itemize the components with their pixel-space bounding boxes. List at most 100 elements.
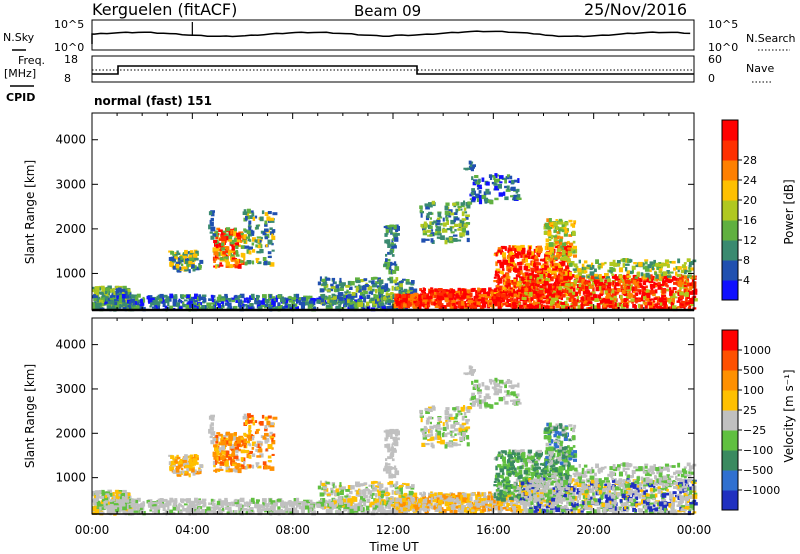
power-cell xyxy=(400,290,404,295)
power-cell xyxy=(386,300,390,303)
velocity-cell xyxy=(189,455,192,461)
power-cell xyxy=(264,223,268,227)
power-cell xyxy=(134,297,139,301)
power-cell xyxy=(230,249,236,254)
velocity-cell xyxy=(179,510,183,514)
velocity-cell xyxy=(186,467,190,472)
power-cell xyxy=(572,300,576,304)
power-cell xyxy=(650,274,653,280)
power-cell xyxy=(477,184,482,187)
power-cell xyxy=(547,239,552,242)
velocity-cell xyxy=(277,506,281,511)
power-cell xyxy=(644,304,648,309)
velocity-cell xyxy=(104,500,108,504)
power-cell xyxy=(151,297,155,301)
power-cell xyxy=(212,247,217,252)
power-cell xyxy=(261,210,265,215)
velocity-cell xyxy=(176,472,182,477)
power-cell xyxy=(598,274,602,278)
power-cell xyxy=(236,232,241,237)
power-cell xyxy=(556,300,562,306)
power-cell xyxy=(628,300,632,303)
velocity-cell xyxy=(199,500,204,505)
power-cell xyxy=(453,219,456,223)
velocity-cell xyxy=(106,507,111,511)
power-cell xyxy=(508,245,511,249)
power-cell xyxy=(475,298,478,302)
power-cell xyxy=(219,257,224,261)
power-cell xyxy=(620,284,623,289)
power-cell xyxy=(662,280,666,284)
power-cell xyxy=(539,259,543,262)
power-cell xyxy=(511,254,517,258)
power-cell xyxy=(118,285,123,289)
power-cell xyxy=(248,297,251,300)
power-cell xyxy=(554,245,560,248)
power-cell xyxy=(587,275,590,278)
power-cell xyxy=(495,252,498,257)
velocity-cell xyxy=(181,470,186,474)
power-cell xyxy=(551,266,556,270)
power-cell xyxy=(350,295,354,300)
velocity-cell xyxy=(137,509,142,514)
power-cell xyxy=(658,297,664,303)
power-cell xyxy=(210,235,215,240)
power-cell xyxy=(422,304,426,308)
power-cell xyxy=(453,305,458,310)
power-cell xyxy=(604,279,609,282)
power-cell xyxy=(325,277,330,280)
power-cell xyxy=(604,273,609,276)
power-cell xyxy=(605,298,610,304)
power-cell xyxy=(518,265,523,271)
velocity-cell xyxy=(259,509,262,515)
power-cell xyxy=(213,304,216,307)
power-cell xyxy=(180,263,184,266)
power-cell xyxy=(577,304,581,309)
power-cell xyxy=(660,286,663,290)
power-cell xyxy=(322,293,326,299)
power-cell xyxy=(183,299,188,302)
power-cell xyxy=(194,266,200,271)
power-cell xyxy=(380,289,385,293)
power-cell xyxy=(611,274,614,279)
velocity-cell xyxy=(309,508,313,513)
power-cell xyxy=(693,298,698,302)
freq-panel xyxy=(91,55,695,83)
power-cell xyxy=(411,296,416,300)
power-cell xyxy=(520,253,523,258)
velocity-cell xyxy=(193,500,197,504)
power-cell xyxy=(402,293,407,298)
power-cell xyxy=(264,236,269,240)
power-cell xyxy=(647,302,652,306)
power-cell xyxy=(242,211,248,215)
power-cell xyxy=(373,301,379,304)
power-cell xyxy=(363,297,367,303)
noise-tick-bottom-left: 10^0 xyxy=(54,41,84,54)
power-cell xyxy=(553,229,557,233)
power-cell xyxy=(658,262,662,266)
power-cell xyxy=(545,295,549,300)
power-cell xyxy=(591,262,594,268)
power-cell xyxy=(339,286,344,291)
power-cell xyxy=(426,229,432,233)
power-cell xyxy=(572,287,576,292)
power-cell xyxy=(505,260,509,265)
power-cell xyxy=(230,242,236,247)
velocity-cell xyxy=(256,499,260,504)
power-cell xyxy=(475,293,480,298)
power-cell xyxy=(248,226,252,232)
power-cell xyxy=(439,292,444,297)
power-cell xyxy=(591,282,596,286)
power-cell xyxy=(427,234,431,237)
power-cell xyxy=(124,296,129,299)
velocity-cell xyxy=(102,498,106,502)
power-cell xyxy=(580,306,584,309)
power-cell xyxy=(364,284,369,287)
power-cell xyxy=(105,289,110,294)
power-cell xyxy=(525,283,529,287)
power-cell xyxy=(301,297,306,301)
power-cell xyxy=(690,267,695,271)
power-cell xyxy=(519,286,522,290)
power-cell xyxy=(663,262,667,267)
power-cell xyxy=(649,283,655,288)
